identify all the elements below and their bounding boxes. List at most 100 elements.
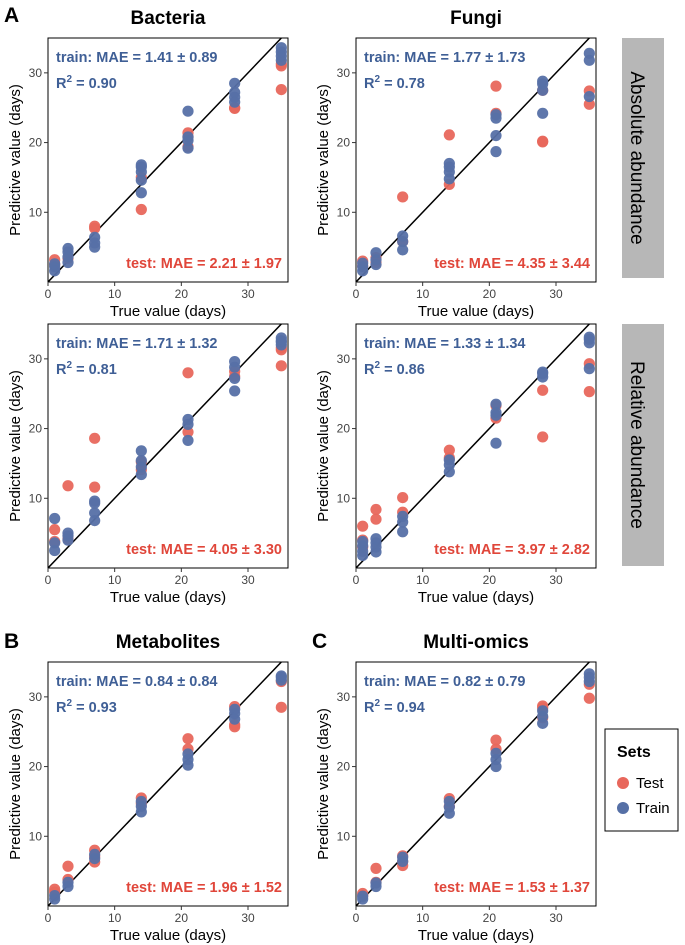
train-point	[135, 795, 147, 808]
plot-frame	[355, 37, 597, 283]
test-point	[49, 524, 61, 536]
test-point	[370, 503, 382, 516]
identity-line	[48, 662, 283, 906]
x-tick-label: 10	[416, 287, 430, 301]
x-axis-label: True value (days)	[110, 927, 226, 944]
legend: Sets Test Train	[604, 728, 679, 832]
legend-train-label: Train	[636, 800, 670, 817]
train-point	[583, 668, 595, 680]
train-point	[275, 671, 287, 683]
x-tick-label: 30	[549, 573, 563, 587]
x-axis-label: True value (days)	[418, 589, 534, 606]
train-point	[49, 889, 61, 902]
test-point	[182, 367, 194, 379]
x-tick-label: 10	[108, 911, 122, 925]
train-point	[49, 512, 61, 525]
train-point	[275, 335, 287, 347]
y-axis-label: Predictive value (days)	[7, 84, 24, 236]
train-point	[229, 385, 241, 397]
train-point	[135, 455, 147, 467]
plot-frame	[47, 661, 289, 907]
train-point	[537, 107, 549, 119]
y-tick-label: 10	[29, 205, 43, 219]
train-point	[537, 366, 549, 378]
train-point	[490, 437, 502, 449]
x-tick-label: 10	[416, 573, 430, 587]
train-point	[370, 247, 382, 259]
test-point	[397, 191, 409, 203]
strip-label-relative: Relative abundance	[626, 361, 647, 529]
test-point	[275, 701, 287, 713]
panel-letter-c: C	[312, 630, 327, 653]
train-point	[443, 157, 455, 170]
x-tick-label: 10	[108, 287, 122, 301]
strip-relative-abundance: Relative abundance	[622, 324, 664, 566]
test-point	[583, 386, 595, 398]
r2-annotation: R2 = 0.93	[56, 698, 117, 716]
plot-area	[356, 324, 595, 568]
x-tick-label: 30	[241, 287, 255, 301]
train-point	[49, 258, 61, 270]
y-tick-label: 30	[337, 66, 351, 80]
train-point	[229, 77, 241, 89]
train-point	[49, 544, 61, 557]
x-tick-label: 20	[483, 287, 497, 301]
x-tick-label: 30	[241, 911, 255, 925]
y-tick-label: 30	[337, 352, 351, 366]
train-point	[583, 363, 595, 375]
train-point	[89, 231, 101, 243]
r2-annotation: R2 = 0.78	[364, 74, 425, 92]
y-tick-label: 10	[337, 829, 351, 843]
train-point	[397, 851, 409, 863]
train-point	[537, 75, 549, 87]
plot-area	[356, 662, 595, 906]
train-point	[229, 703, 241, 716]
y-tick-label: 20	[337, 136, 351, 150]
x-tick-label: 20	[175, 287, 189, 301]
chart-panel-4: 0 10 20 30 10 20 30 True value (days) Predictive…	[315, 323, 597, 606]
plot-frame	[355, 661, 597, 907]
test-point	[397, 491, 409, 504]
test-point	[182, 733, 194, 745]
train-point	[370, 533, 382, 545]
x-tick-label: 0	[45, 287, 52, 301]
train-point	[135, 159, 147, 171]
train-point	[370, 877, 382, 889]
test-point	[89, 220, 101, 232]
panel-letter-a: A	[4, 4, 19, 27]
y-tick-label: 30	[29, 352, 43, 366]
test-mae-annotation: test: MAE = 4.35 ± 3.44	[434, 256, 590, 272]
panel-letter-b: B	[4, 630, 19, 653]
train-point	[397, 526, 409, 538]
train-point	[135, 468, 147, 481]
train-point	[229, 356, 241, 368]
plot-area	[48, 662, 287, 906]
x-axis-label: True value (days)	[418, 303, 534, 320]
identity-line	[356, 324, 591, 568]
x-tick-label: 30	[549, 911, 563, 925]
train-point	[229, 86, 241, 98]
train-point	[357, 535, 369, 548]
legend-box	[604, 728, 679, 832]
x-axis-label: True value (days)	[110, 589, 226, 606]
train-point	[62, 242, 74, 255]
legend-test-marker	[617, 777, 629, 789]
x-tick-label: 0	[353, 573, 360, 587]
chart-panel-1: 0 10 20 30 10 20 30 Bacteria True value (days) Pr…	[7, 8, 289, 320]
test-point	[370, 862, 382, 874]
legend-test-label: Test	[636, 775, 664, 792]
train-mae-annotation: train: MAE = 0.84 ± 0.84	[56, 674, 217, 690]
train-point	[135, 174, 147, 186]
x-tick-label: 20	[483, 573, 497, 587]
y-tick-label: 30	[29, 66, 43, 80]
train-point	[182, 413, 194, 426]
x-tick-label: 20	[175, 573, 189, 587]
train-point	[135, 445, 147, 457]
x-tick-label: 10	[416, 911, 430, 925]
test-point	[275, 83, 287, 96]
y-axis-label: Predictive value (days)	[7, 370, 24, 522]
y-tick-label: 20	[29, 760, 43, 774]
train-point	[49, 537, 61, 549]
train-point	[490, 398, 502, 410]
train-point	[397, 510, 409, 523]
